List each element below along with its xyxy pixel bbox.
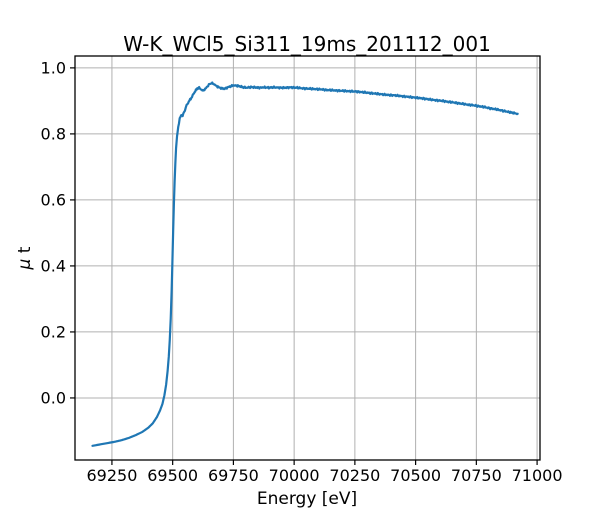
x-tick-label: 69500 [147, 466, 198, 485]
x-tick-label: 70250 [329, 466, 380, 485]
axis-layer: 69250 69500 69750 70000 70250 70500 70750 71000… [41, 55, 563, 485]
y-tick-label: 0.8 [41, 124, 66, 143]
data-layer [91, 81, 519, 447]
data-line [91, 81, 519, 447]
chart-title: W-K_WCl5_Si311_19ms_201112_001 [123, 32, 491, 56]
x-tick-label: 69250 [86, 466, 137, 485]
y-axis-label: μ t [15, 246, 35, 270]
plot-border [74, 55, 541, 461]
y-tick-label: 0.6 [41, 190, 66, 209]
x-tick-label: 70750 [451, 466, 502, 485]
y-tick-label: 1.0 [41, 58, 66, 77]
y-tick-label: 0.0 [41, 388, 66, 407]
x-tick-label: 69750 [208, 466, 259, 485]
x-tick-label: 70000 [269, 466, 320, 485]
x-tick-label: 70500 [390, 466, 441, 485]
x-axis-label: Energy [eV] [257, 489, 357, 509]
x-tick-label: 71000 [512, 466, 563, 485]
y-tick-label: 0.4 [41, 256, 66, 275]
grid-layer [75, 56, 540, 460]
y-tick-label: 0.2 [41, 322, 66, 341]
